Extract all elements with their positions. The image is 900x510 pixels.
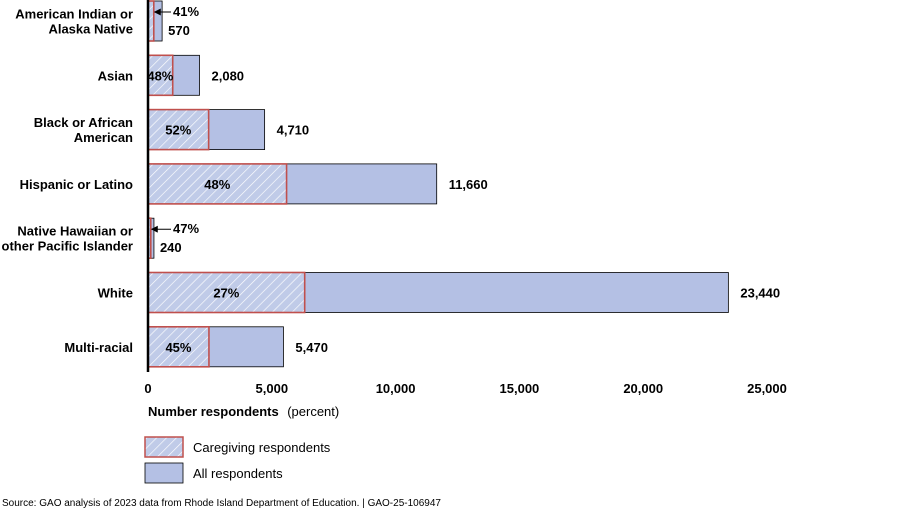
category-label: Native Hawaiian or other Pacific Islander: [2, 224, 134, 254]
x-tick-label: 25,000: [747, 381, 787, 396]
category-label: Asian: [98, 68, 133, 83]
bars-layer: [147, 0, 729, 368]
legend-label-caregiving: Caregiving respondents: [193, 440, 331, 455]
category-label: Multi-racial: [64, 340, 133, 355]
legend-label-all: All respondents: [193, 466, 283, 481]
legend-swatch-caregiving: [144, 436, 184, 458]
caregiving-percent-label: 45%: [165, 340, 191, 355]
caregiving-percent-label: 48%: [147, 68, 173, 83]
caregiving-percent-label: 27%: [213, 286, 239, 301]
x-axis-label: Number respondents (percent): [148, 403, 339, 420]
total-value-label: 5,470: [295, 340, 328, 355]
total-value-label: 240: [160, 240, 182, 255]
total-value-label: 23,440: [740, 286, 780, 301]
legend-swatch-all: [144, 462, 184, 484]
bar-caregiving-respondents: [147, 271, 306, 314]
labels-layer: American Indian or Alaska Native 41% 570 Asi…: [2, 4, 781, 355]
total-value-label: 570: [168, 23, 190, 38]
total-value-label: 4,710: [277, 123, 310, 138]
category-label: Hispanic or Latino: [20, 177, 133, 192]
caregiving-percent-label: 47%: [173, 221, 199, 236]
x-tick-label: 10,000: [376, 381, 416, 396]
total-value-label: 2,080: [212, 68, 245, 83]
caregiving-percent-label: 41%: [173, 4, 199, 19]
bar-caregiving-respondents: [147, 108, 210, 151]
x-axis-label-unit: (percent): [287, 404, 339, 419]
bar-caregiving-respondents: [147, 163, 288, 205]
category-label: American Indian or Alaska Native: [15, 7, 133, 37]
total-value-label: 11,660: [449, 177, 488, 192]
x-tick-label: 15,000: [500, 381, 540, 396]
caregiving-percent-label: 48%: [204, 177, 230, 192]
x-tick-label: 5,000: [256, 381, 289, 396]
caregiving-percent-label: 52%: [165, 123, 191, 138]
x-tick-label: 0: [144, 381, 151, 396]
bar-caregiving-respondents: [147, 54, 174, 97]
source-note: Source: GAO analysis of 2023 data from R…: [2, 498, 441, 509]
x-axis-label-bold: Number respondents: [148, 404, 279, 419]
category-label: White: [98, 286, 133, 301]
category-label: Black or African American: [34, 115, 133, 145]
legend: Caregiving respondents All respondents: [144, 436, 331, 484]
x-axis: 0 5,000 10,000 15,000 20,000 25,000: [144, 381, 787, 396]
x-tick-label: 20,000: [623, 381, 663, 396]
bar-caregiving-respondents: [147, 325, 210, 368]
